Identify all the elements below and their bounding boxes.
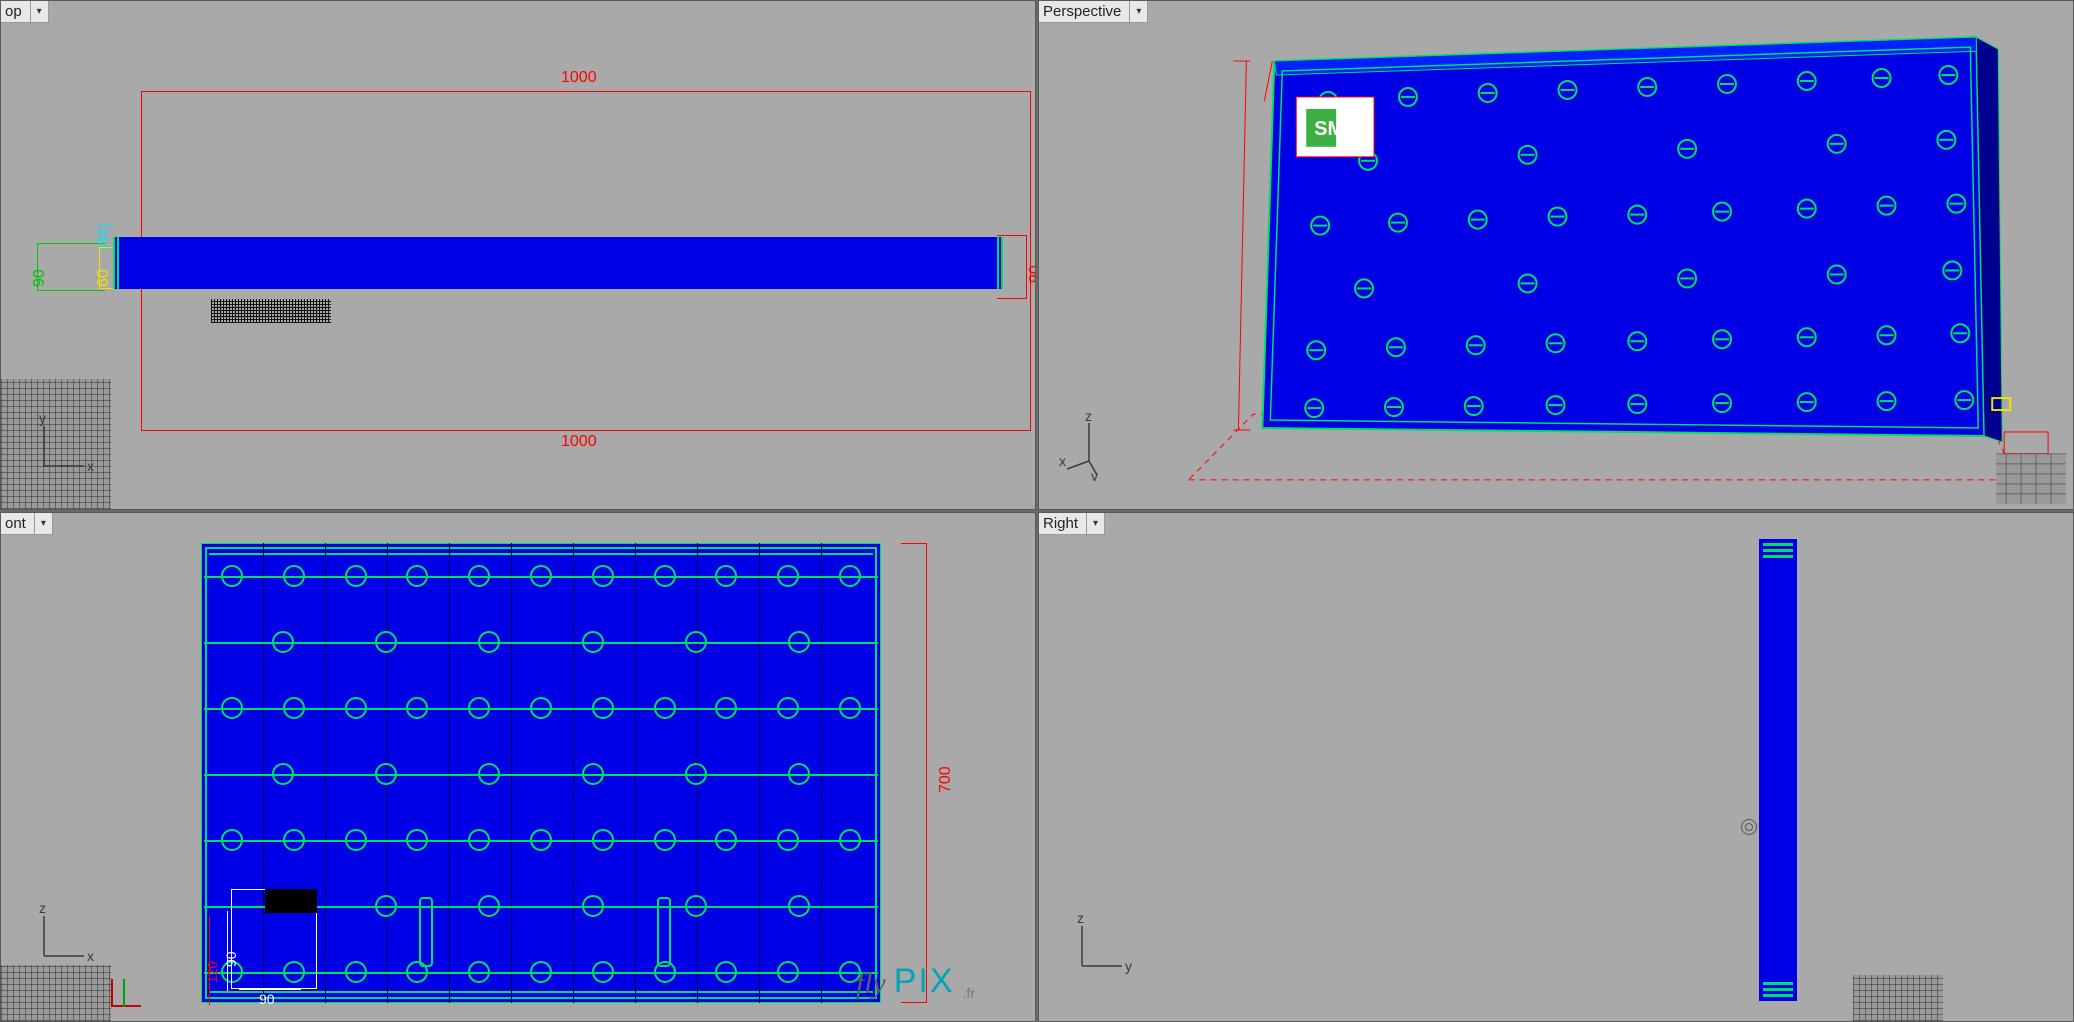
axis-gizmo-top: y x bbox=[29, 411, 99, 481]
viewport-grid: op ▾ y x 1000 1000 90 90 60 30 bbox=[0, 0, 2074, 1022]
construction-plane-grid bbox=[1853, 975, 1943, 1021]
dim-left bbox=[1238, 61, 1246, 430]
dimension-value: 120 bbox=[205, 961, 220, 983]
axis-label-x: x bbox=[87, 458, 94, 474]
perspective-scene[interactable]: SMP bbox=[1039, 1, 2073, 509]
viewport-label-right[interactable]: Right ▾ bbox=[1039, 513, 1105, 535]
watermark-pix: PIX bbox=[894, 962, 955, 1001]
svg-text:y: y bbox=[1091, 468, 1098, 481]
dimension-value: 60 bbox=[95, 269, 113, 287]
dimension-value: 700 bbox=[937, 766, 955, 793]
dimension-value: 90 bbox=[259, 991, 275, 1007]
svg-text:x: x bbox=[1059, 453, 1066, 469]
svg-text:y: y bbox=[1125, 958, 1132, 974]
viewport-title[interactable]: op bbox=[1, 1, 31, 23]
dim-small bbox=[2004, 432, 2048, 454]
model-top-bar[interactable] bbox=[113, 237, 1003, 289]
viewport-right[interactable]: Right ▾ z y bbox=[1038, 512, 2074, 1022]
blower-hatch bbox=[211, 299, 331, 323]
model-front-panel[interactable] bbox=[201, 543, 881, 1003]
watermark-cursive: fly bbox=[856, 967, 886, 1001]
svg-text:z: z bbox=[1085, 411, 1092, 424]
dimension-value: 90 bbox=[1027, 265, 1036, 283]
dimension-value: 90 bbox=[223, 951, 239, 967]
svg-text:z: z bbox=[39, 901, 46, 916]
axis-gizmo-perspective: z x y bbox=[1059, 411, 1129, 481]
viewport-perspective[interactable]: Perspective ▾ z x y bbox=[1038, 0, 2074, 510]
viewport-title[interactable]: Right bbox=[1039, 513, 1087, 535]
watermark-tld: .fr bbox=[963, 985, 975, 1001]
door-outline bbox=[231, 889, 317, 989]
dimension-bracket bbox=[901, 543, 927, 1003]
logo-text: SMP bbox=[1314, 118, 1357, 140]
logo-card: SMP bbox=[1296, 97, 1374, 157]
viewport-label-front[interactable]: ont ▾ bbox=[1, 513, 53, 535]
dimension-line bbox=[209, 915, 210, 1005]
construction-plane-grid bbox=[1996, 454, 2066, 504]
viewport-front[interactable]: ont ▾ z x 700 bbox=[0, 512, 1036, 1022]
dimension-value: 30 bbox=[95, 229, 111, 245]
dimension-value: 1000 bbox=[561, 69, 597, 87]
chevron-down-icon[interactable]: ▾ bbox=[35, 513, 53, 535]
svg-text:z: z bbox=[1077, 911, 1084, 926]
origin-marker-y bbox=[111, 979, 125, 1007]
watermark: fly PIX .fr bbox=[856, 962, 975, 1001]
chevron-down-icon[interactable]: ▾ bbox=[1130, 1, 1148, 23]
construction-plane-grid bbox=[1, 965, 111, 1021]
dim-top-tiny bbox=[1264, 61, 1272, 101]
dimension-line bbox=[239, 989, 301, 990]
chevron-down-icon[interactable]: ▾ bbox=[1087, 513, 1105, 535]
model-right-profile[interactable] bbox=[1759, 539, 1797, 1001]
viewport-label-perspective[interactable]: Perspective ▾ bbox=[1039, 1, 1148, 23]
svg-text:x: x bbox=[87, 948, 94, 964]
spiral-icon bbox=[1741, 819, 1757, 835]
axis-label-y: y bbox=[39, 411, 46, 426]
axis-gizmo-right: z y bbox=[1067, 911, 1137, 981]
dimension-value: 1000 bbox=[561, 433, 597, 451]
viewport-title[interactable]: ont bbox=[1, 513, 35, 535]
dimension-value: 90 bbox=[31, 269, 49, 287]
axis-gizmo-front: z x bbox=[29, 901, 99, 971]
chevron-down-icon[interactable]: ▾ bbox=[31, 1, 49, 23]
viewport-label-top[interactable]: op ▾ bbox=[1, 1, 49, 23]
viewport-top[interactable]: op ▾ y x 1000 1000 90 90 60 30 bbox=[0, 0, 1036, 510]
viewport-title[interactable]: Perspective bbox=[1039, 1, 1130, 23]
